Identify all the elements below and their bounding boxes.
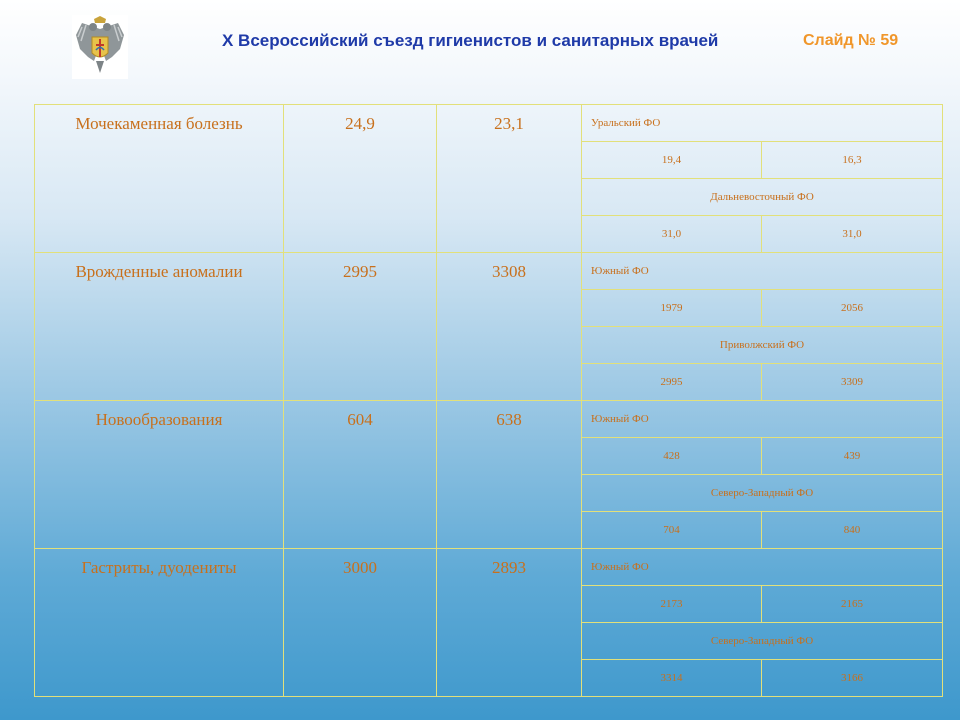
- region-value: 840: [760, 511, 944, 549]
- disease-name: Мочекаменная болезнь: [34, 104, 284, 253]
- region-value: 2995: [581, 363, 762, 401]
- table-row: Врожденные аномалии 2995 3308 Южный ФО: [34, 252, 944, 401]
- region-value: 1979: [581, 289, 762, 327]
- disease-name: Новообразования: [34, 400, 284, 549]
- region-name: Северо-Западный ФО: [580, 622, 944, 660]
- region-name: Дальневосточный ФО: [580, 178, 944, 216]
- region-value: 428: [581, 437, 762, 475]
- disease-name: Врожденные аномалии: [34, 252, 284, 401]
- table-row: Северо-Западный ФО: [35, 622, 944, 660]
- region-value: 3166: [760, 659, 944, 697]
- slide-number: Слайд № 59: [803, 32, 899, 49]
- region-value: 2056: [760, 289, 944, 327]
- region-name: Южный ФО: [580, 252, 944, 290]
- region-value: 19,4: [581, 141, 762, 179]
- region-value: 2165: [760, 585, 944, 623]
- region-value: 31,0: [581, 215, 762, 253]
- emblem-logo: [72, 15, 128, 79]
- value-cell: 2995: [283, 252, 437, 401]
- value-cell: 3308: [436, 252, 582, 401]
- disease-name: Гастриты, дуодениты: [34, 548, 284, 697]
- table-row: Мочекаменная болезнь 24,9 23,1 Уральский…: [34, 104, 944, 253]
- region-name: Южный ФО: [580, 548, 944, 586]
- region-value: 31,0: [760, 215, 944, 253]
- region-name: Приволжский ФО: [580, 326, 944, 364]
- table-row: Гастриты, дуодениты 3000 2893 Южный ФО: [34, 548, 944, 697]
- region-value: 3309: [760, 363, 944, 401]
- region-value: 3314: [581, 659, 762, 697]
- table-row: 1979 2056: [35, 289, 944, 327]
- table-row: Новообразования 604 638 Южный ФО: [34, 400, 944, 549]
- value-cell: 23,1: [436, 104, 582, 253]
- region-value: 2173: [581, 585, 762, 623]
- region-name: Уральский ФО: [580, 104, 944, 142]
- region-value: 16,3: [760, 141, 944, 179]
- region-value: 439: [760, 437, 944, 475]
- table-row: Северо-Западный ФО: [35, 474, 944, 512]
- table-row: Дальневосточный ФО: [35, 178, 944, 216]
- region-name: Северо-Западный ФО: [580, 474, 944, 512]
- value-cell: 24,9: [283, 104, 437, 253]
- region-name: Южный ФО: [580, 400, 944, 438]
- value-cell: 2893: [436, 548, 582, 697]
- table-row: 2995 3309: [35, 363, 944, 401]
- table-row: 19,4 16,3: [35, 141, 944, 179]
- table-row: 3314 3166: [35, 659, 944, 697]
- table-row: 2173 2165: [35, 585, 944, 623]
- value-cell: 638: [436, 400, 582, 549]
- page-title: X Всероссийский съезд гигиенистов и сани…: [222, 31, 719, 50]
- table-row: 428 439: [35, 437, 944, 475]
- region-value: 704: [581, 511, 762, 549]
- value-cell: 604: [283, 400, 437, 549]
- value-cell: 3000: [283, 548, 437, 697]
- disease-table: Мочекаменная болезнь 24,9 23,1 Уральский…: [34, 104, 944, 697]
- table-row: 704 840: [35, 511, 944, 549]
